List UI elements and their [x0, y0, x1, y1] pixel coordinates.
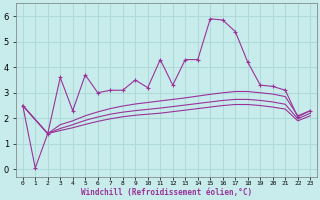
X-axis label: Windchill (Refroidissement éolien,°C): Windchill (Refroidissement éolien,°C)	[81, 188, 252, 197]
